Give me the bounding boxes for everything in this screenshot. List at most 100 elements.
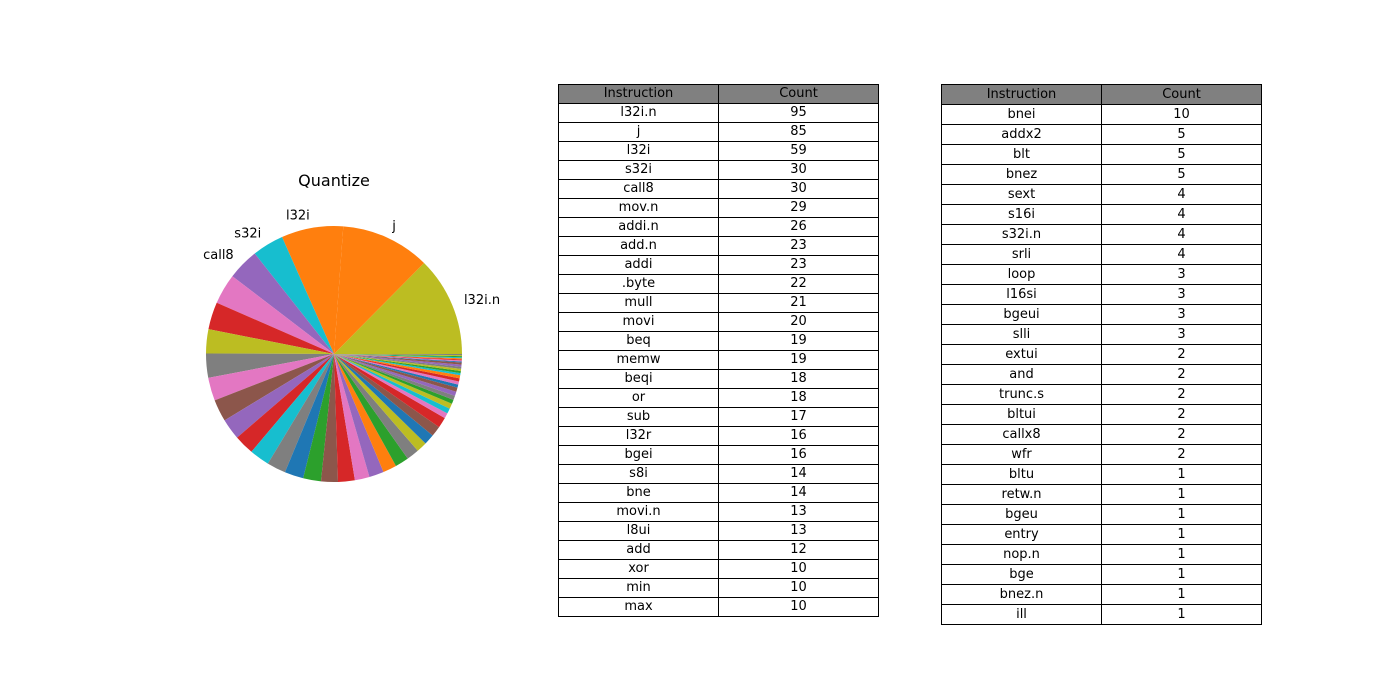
pie-slice — [334, 354, 450, 414]
count-cell: 12 — [718, 540, 879, 560]
pie-slice — [251, 354, 334, 464]
instruction-cell: retw.n — [941, 484, 1102, 505]
instruction-cell: bltu — [941, 464, 1102, 485]
slice-label: l32i — [286, 208, 310, 223]
count-cell: 85 — [718, 122, 879, 142]
pie-slice — [254, 237, 334, 354]
instruction-cell: bne — [558, 483, 719, 503]
table-row: mull 21 — [558, 293, 879, 313]
pie-slice — [334, 354, 462, 363]
slice-label: j — [391, 219, 396, 234]
count-cell: 59 — [718, 141, 879, 161]
pie-slice — [334, 354, 408, 466]
count-cell: 14 — [718, 483, 879, 503]
count-cell: 5 — [1101, 144, 1262, 165]
pie-slice — [334, 354, 455, 400]
count-cell: 1 — [1101, 464, 1262, 485]
count-cell: 10 — [718, 578, 879, 598]
pie-slice — [214, 354, 334, 421]
instruction-cell: wfr — [941, 444, 1102, 465]
pie-slice — [334, 354, 462, 362]
table-row: call8 30 — [558, 179, 879, 199]
pie-slice — [267, 354, 334, 473]
count-cell: 23 — [718, 236, 879, 256]
instruction-cell: callx8 — [941, 424, 1102, 445]
table-row: bnei 10 — [941, 104, 1262, 125]
instruction-cell: addi.n — [558, 217, 719, 237]
instruction-cell: bgeu — [941, 504, 1102, 525]
header-instruction: Instruction — [558, 84, 719, 104]
instruction-cell: ill — [941, 604, 1102, 625]
pie-slice — [334, 354, 462, 359]
slice-label: l32i.n — [464, 293, 500, 308]
header-count: Count — [1101, 84, 1262, 105]
pie-slice — [334, 354, 460, 382]
instruction-cell: srli — [941, 244, 1102, 265]
instruction-cell: l16si — [941, 284, 1102, 305]
table-row: bnez 5 — [941, 164, 1262, 185]
count-cell: 10 — [718, 597, 879, 617]
table-row: or 18 — [558, 388, 879, 408]
table-row: and 2 — [941, 364, 1262, 385]
count-cell: 14 — [718, 464, 879, 484]
table-row: l32i 59 — [558, 141, 879, 161]
pie-slice — [206, 353, 334, 378]
instruction-cell: memw — [558, 350, 719, 370]
instruction-cell: j — [558, 122, 719, 142]
pie-slice — [334, 354, 448, 419]
instruction-cell: and — [941, 364, 1102, 385]
count-cell: 13 — [718, 521, 879, 541]
pie-slice — [206, 329, 334, 354]
instruction-cell: max — [558, 597, 719, 617]
instruction-cell: addi — [558, 255, 719, 275]
pie-slice — [334, 354, 445, 428]
instruction-cell: mov.n — [558, 198, 719, 218]
instruction-cell: .byte — [558, 274, 719, 294]
pie-slice — [334, 354, 452, 409]
pie-slice — [334, 263, 462, 354]
pie-slice — [284, 354, 334, 479]
instruction-cell: s16i — [941, 204, 1102, 225]
chart-title: Quantize — [298, 171, 370, 190]
count-cell: 29 — [718, 198, 879, 218]
count-cell: 5 — [1101, 124, 1262, 145]
table-row: extui 2 — [941, 344, 1262, 365]
count-cell: 10 — [1101, 104, 1262, 125]
table-row: addi 23 — [558, 255, 879, 275]
instruction-cell: movi — [558, 312, 719, 332]
pie-slice — [334, 354, 384, 477]
instruction-cell: slli — [941, 324, 1102, 345]
header-count: Count — [718, 84, 879, 104]
pie-slice — [334, 354, 462, 357]
pie-slice — [334, 354, 462, 356]
instruction-cell: loop — [941, 264, 1102, 285]
instruction-cell: bnez.n — [941, 584, 1102, 605]
pie-slice — [334, 354, 462, 358]
pie-slice — [334, 354, 462, 361]
table-row: j 85 — [558, 122, 879, 142]
count-cell: 30 — [718, 160, 879, 180]
count-cell: 3 — [1101, 304, 1262, 325]
pie-slice — [334, 354, 440, 436]
table-header-row: Instruction Count — [941, 84, 1262, 105]
slice-label: call8 — [203, 248, 234, 263]
instruction-cell: extui — [941, 344, 1102, 365]
count-cell: 1 — [1101, 604, 1262, 625]
table-row: bltui 2 — [941, 404, 1262, 425]
instruction-cell: min — [558, 578, 719, 598]
count-cell: 1 — [1101, 544, 1262, 565]
pie-slice — [334, 354, 462, 365]
slice-label: s32i — [234, 226, 261, 241]
count-cell: 20 — [718, 312, 879, 332]
instruction-cell: bltui — [941, 404, 1102, 425]
table-row: bltu 1 — [941, 464, 1262, 485]
pie-slice — [334, 354, 458, 392]
pie-slice — [334, 354, 418, 459]
table-row: addx2 5 — [941, 124, 1262, 145]
count-cell: 13 — [718, 502, 879, 522]
count-cell: 1 — [1101, 524, 1262, 545]
table-row: .byte 22 — [558, 274, 879, 294]
table-row: bgeu 1 — [941, 504, 1262, 525]
count-cell: 3 — [1101, 324, 1262, 345]
